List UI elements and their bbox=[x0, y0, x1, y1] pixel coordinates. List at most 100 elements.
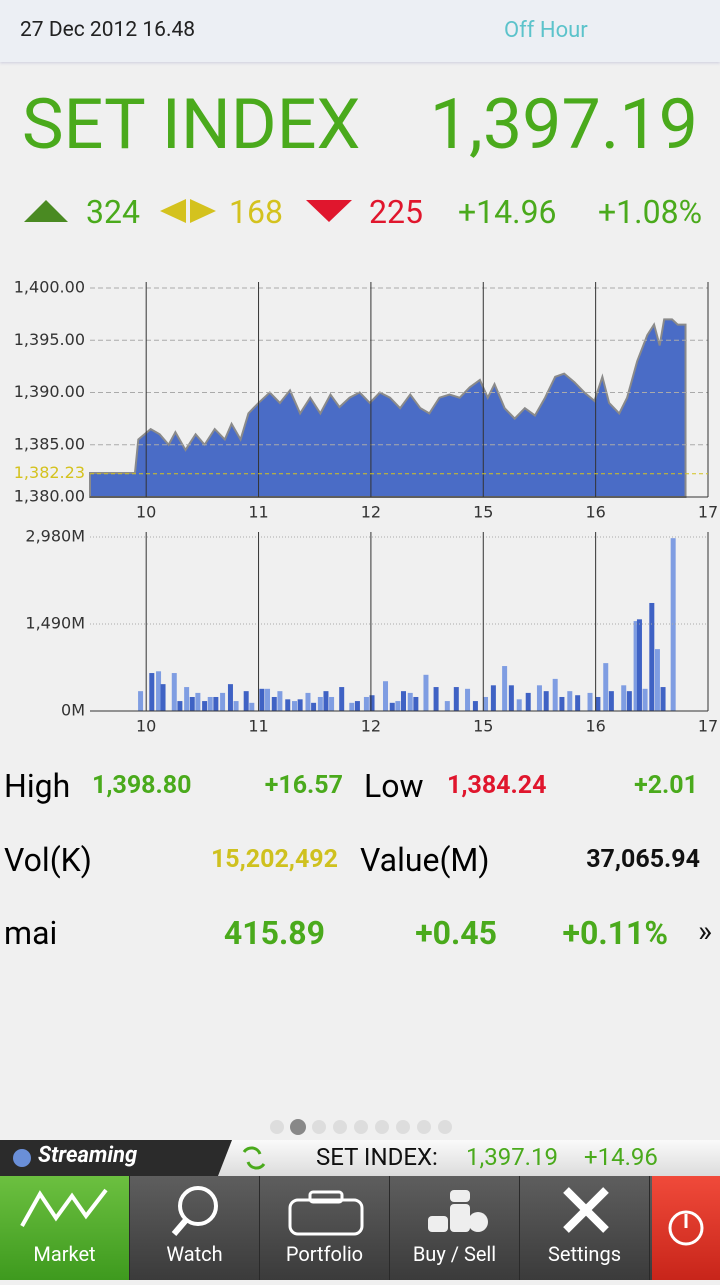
x-tick-label: 10 bbox=[136, 717, 156, 736]
bar bbox=[138, 691, 144, 711]
stat-label: Vol(K) bbox=[4, 841, 92, 879]
stat-value: 1,384.24 bbox=[447, 771, 547, 800]
bar bbox=[525, 692, 531, 711]
bar bbox=[444, 701, 450, 711]
bar bbox=[202, 701, 208, 711]
tab-label: Portfolio bbox=[285, 1242, 364, 1266]
bar bbox=[233, 701, 239, 711]
stat-change: +0.45 bbox=[415, 914, 497, 952]
stat-percent: +0.11% bbox=[562, 914, 668, 952]
bar bbox=[636, 619, 642, 711]
page-dots bbox=[270, 1119, 452, 1135]
tab[interactable]: Portfolio bbox=[260, 1176, 390, 1280]
stat-value: 1,398.80 bbox=[92, 771, 192, 800]
bar bbox=[508, 685, 514, 711]
power-icon bbox=[668, 1210, 704, 1246]
unchanged-icon bbox=[160, 199, 186, 223]
y-tick-label: 0M bbox=[61, 701, 85, 720]
tab-bar: Market Watch Portfolio Buy / Sell Settin… bbox=[0, 1176, 720, 1280]
bar bbox=[536, 685, 542, 711]
tab-icon bbox=[20, 1188, 108, 1227]
stat-label: High bbox=[4, 767, 71, 805]
x-tick-label: 15 bbox=[473, 503, 493, 522]
bar bbox=[243, 691, 249, 711]
bar bbox=[543, 691, 549, 711]
bar bbox=[207, 696, 213, 711]
bar bbox=[453, 687, 459, 711]
bar bbox=[472, 701, 478, 711]
bar bbox=[633, 621, 639, 711]
ticker-change: +14.96 bbox=[584, 1143, 658, 1171]
tab[interactable]: Watch bbox=[130, 1176, 260, 1280]
bar bbox=[265, 688, 271, 711]
y-tick-label: 2,980M bbox=[25, 527, 85, 546]
stat-value: 37,065.94 bbox=[586, 845, 700, 874]
bar bbox=[389, 702, 395, 711]
bar bbox=[595, 696, 601, 711]
bar bbox=[626, 691, 632, 711]
bar bbox=[552, 678, 558, 711]
power-button[interactable] bbox=[652, 1176, 720, 1280]
x-tick-label: 16 bbox=[585, 503, 605, 522]
stat-label: Low bbox=[364, 767, 424, 805]
ticker-bar: Streaming SET INDEX: 1,397.19 +14.96 bbox=[0, 1140, 720, 1176]
x-tick-label: 12 bbox=[361, 717, 381, 736]
x-tick-label: 12 bbox=[361, 503, 381, 522]
area bbox=[89, 318, 687, 498]
datetime: 27 Dec 2012 16.48 bbox=[20, 18, 196, 42]
bar bbox=[603, 663, 609, 711]
bar bbox=[400, 691, 406, 711]
market-state: Off Hour bbox=[504, 18, 588, 43]
ticker-value: 1,397.19 bbox=[466, 1143, 558, 1171]
index-value: 1,397.19 bbox=[429, 84, 698, 166]
bar bbox=[171, 673, 177, 711]
bar bbox=[654, 649, 660, 711]
tab-label: Watch bbox=[166, 1242, 223, 1266]
tab[interactable]: Market bbox=[0, 1176, 130, 1280]
stat-label: Value(M) bbox=[360, 841, 490, 879]
up-count: 324 bbox=[86, 193, 140, 231]
x-tick-label: 15 bbox=[473, 717, 493, 736]
bar bbox=[317, 696, 323, 711]
down-icon bbox=[306, 200, 352, 222]
bar bbox=[220, 692, 226, 711]
bar bbox=[249, 702, 255, 711]
tab-icon bbox=[428, 1190, 488, 1232]
bar bbox=[369, 695, 375, 711]
bar bbox=[433, 687, 439, 711]
bar bbox=[567, 691, 573, 711]
bar bbox=[329, 696, 335, 711]
status-bar: 27 Dec 2012 16.48 Off Hour bbox=[0, 0, 720, 62]
bar bbox=[195, 692, 201, 711]
bar bbox=[407, 692, 413, 711]
bar bbox=[363, 696, 369, 711]
y-tick-label: 1,395.00 bbox=[14, 330, 85, 349]
brand-bg bbox=[0, 1140, 266, 1176]
up-icon bbox=[24, 200, 68, 222]
index-name: SET INDEX bbox=[22, 84, 361, 166]
bar bbox=[184, 687, 190, 711]
bar bbox=[160, 684, 166, 711]
bar bbox=[621, 685, 627, 711]
more-arrow[interactable]: » bbox=[698, 914, 713, 949]
bar bbox=[587, 692, 593, 711]
bar bbox=[311, 702, 317, 711]
bar bbox=[149, 673, 155, 711]
stat-label: mai bbox=[4, 914, 58, 952]
y-tick-label: 1,390.00 bbox=[14, 382, 85, 401]
tab[interactable]: Settings bbox=[520, 1176, 650, 1280]
y-tick-label: 1,400.00 bbox=[14, 278, 85, 297]
bar bbox=[559, 696, 565, 711]
tab-icon bbox=[171, 1186, 218, 1236]
bar bbox=[395, 701, 401, 711]
charts: 1,380.00 1,385.00 1,390.00 1,395.00 1,400.00… bbox=[14, 278, 718, 736]
tab[interactable]: Buy / Sell bbox=[390, 1176, 520, 1280]
tab-label: Settings bbox=[547, 1242, 622, 1266]
bar bbox=[189, 696, 195, 711]
x-tick-label: 10 bbox=[136, 503, 156, 522]
bar bbox=[490, 685, 496, 711]
x-tick-label: 17 bbox=[698, 503, 718, 522]
bar bbox=[339, 687, 345, 711]
ticker-name: SET INDEX: bbox=[316, 1143, 438, 1171]
